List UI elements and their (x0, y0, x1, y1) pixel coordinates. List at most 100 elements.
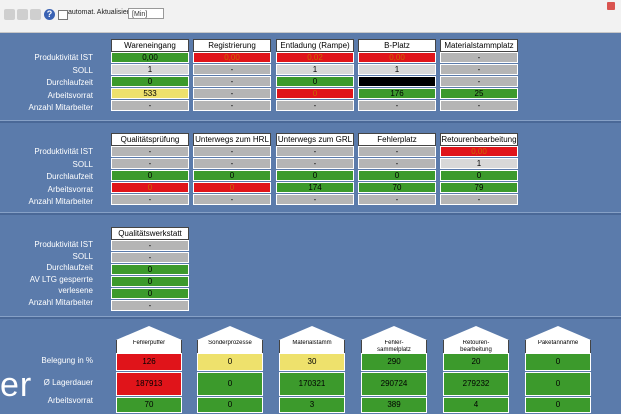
station-header[interactable]: Fehlerplatz (358, 133, 436, 146)
kpi-cell: 0 (276, 170, 354, 181)
row-label: Produktivität IST (34, 147, 93, 156)
kpi-cell: 4 (443, 397, 509, 413)
buffer-house: Retouren- bearbeitung 20 279232 4 (443, 326, 509, 414)
kpi-cell: 30 (279, 353, 345, 371)
kpi-cell: 0 (197, 372, 263, 396)
kpi-cell (358, 76, 436, 87)
kpi-cell: - (193, 100, 271, 111)
print-icon[interactable] (4, 9, 15, 20)
buffer-house: Materialstamm 30 170321 3 (279, 326, 345, 414)
help-icon[interactable]: ? (44, 9, 55, 20)
row-label: SOLL (72, 65, 93, 75)
row-label: Arbeitsvorrat (47, 90, 93, 100)
kpi-cell: 176 (358, 88, 436, 99)
kpi-cell: 0 (111, 76, 189, 87)
row-label: SOLL (72, 159, 93, 169)
station-column: Materialstammplatz - - -25- (440, 39, 518, 112)
kpi-cell: - (440, 76, 518, 87)
kpi-cell: 0 (193, 182, 271, 193)
kpi-cell: - (193, 158, 271, 169)
refresh-icon[interactable] (17, 9, 28, 20)
kpi-cell: - (111, 194, 189, 205)
kpi-cell: - (111, 300, 189, 311)
station-header[interactable]: Entladung (Rampe) (276, 39, 354, 52)
kpi-cell: 279232 (443, 372, 509, 396)
kpi-cell: 1 (358, 64, 436, 75)
kpi-cell: 0 (276, 76, 354, 87)
kpi-cell: 0,00 (193, 52, 271, 63)
kpi-cell: - (111, 146, 189, 157)
kpi-cell: 70 (358, 182, 436, 193)
station-header[interactable]: Materialstammplatz (440, 39, 518, 52)
station-header[interactable]: Unterwegs zum HRL (193, 133, 271, 146)
house-roof (525, 326, 591, 340)
kpi-cell: - (358, 146, 436, 157)
kpi-cell: - (193, 64, 271, 75)
kpi-cell: 79 (440, 182, 518, 193)
house-roof (361, 326, 427, 340)
house-roof (443, 326, 509, 340)
row-label: verlesene (58, 286, 93, 295)
kpi-cell: - (358, 194, 436, 205)
house-roof (116, 326, 182, 340)
kpi-cell: 0 (358, 170, 436, 181)
house-roof (197, 326, 263, 340)
export-icon[interactable] (30, 9, 41, 20)
house-title[interactable]: Fehler- sammelplatz (361, 340, 427, 353)
row-label: Ø Lagerdauer (43, 378, 93, 387)
kpi-cell: 0 (525, 397, 591, 413)
station-column: Entladung (Rampe) 0,02 1 0 0- (276, 39, 354, 112)
section-divider (0, 212, 621, 215)
row-label: Anzahl Mitarbeiter (28, 197, 93, 206)
kpi-cell: - (111, 240, 189, 251)
kpi-cell: - (193, 88, 271, 99)
station-column: Unterwegs zum HRL - -0 0- (193, 133, 271, 206)
kpi-cell: 1 (111, 64, 189, 75)
row-label: Arbeitsvorrat (47, 396, 93, 405)
kpi-cell: - (276, 194, 354, 205)
station-column: Fehlerplatz - -0 70- (358, 133, 436, 206)
section-divider (0, 316, 621, 319)
kpi-cell: 0 (197, 397, 263, 413)
house-title[interactable]: Sonderprozesse (197, 340, 263, 353)
station-header[interactable]: B-Platz (358, 39, 436, 52)
kpi-cell: - (358, 158, 436, 169)
kpi-cell: 126 (116, 353, 182, 371)
house-title[interactable]: Paketannahme (525, 340, 591, 353)
section-divider (0, 120, 621, 123)
station-column: Unterwegs zum GRL - -0 174- (276, 133, 354, 206)
kpi-cell: 1 (440, 158, 518, 169)
house-roof (279, 326, 345, 340)
station-header[interactable]: Retourenbearbeitung (440, 133, 518, 146)
kpi-cell: 0 (111, 264, 189, 275)
kpi-cell: 0 (193, 170, 271, 181)
station-header[interactable]: Qualitätsprüfung (111, 133, 189, 146)
row-label: Anzahl Mitarbeiter (28, 297, 93, 307)
station-column: Qualitätswerkstatt - -0 0 0- (111, 227, 189, 312)
kpi-cell: 0 (197, 353, 263, 371)
station-header[interactable]: Unterwegs zum GRL (276, 133, 354, 146)
kpi-cell: - (276, 146, 354, 157)
large-heading-fragment: er (0, 366, 33, 404)
station-header[interactable]: Wareneingang (111, 39, 189, 52)
kpi-cell: 0 (111, 170, 189, 181)
house-title[interactable]: Fehlerpuffer (116, 340, 182, 353)
kpi-cell: 0 (111, 182, 189, 193)
kpi-cell: - (111, 252, 189, 263)
house-title[interactable]: Retouren- bearbeitung (443, 340, 509, 353)
kpi-cell: 389 (361, 397, 427, 413)
kpi-cell: 20 (443, 353, 509, 371)
auto-refresh-checkbox[interactable] (58, 10, 68, 20)
row-label: Produktivität IST (34, 240, 93, 249)
refresh-interval-input[interactable]: [Min] (128, 8, 164, 19)
kpi-cell: 70 (116, 397, 182, 413)
kpi-cell: - (440, 194, 518, 205)
kpi-cell: - (193, 146, 271, 157)
close-icon[interactable] (607, 2, 615, 10)
house-title[interactable]: Materialstamm (279, 340, 345, 353)
station-header[interactable]: Registrierung (193, 39, 271, 52)
kpi-cell: 290724 (361, 372, 427, 396)
kpi-cell: 0,00 (111, 52, 189, 63)
kpi-cell: - (193, 76, 271, 87)
station-header[interactable]: Qualitätswerkstatt (111, 227, 189, 240)
